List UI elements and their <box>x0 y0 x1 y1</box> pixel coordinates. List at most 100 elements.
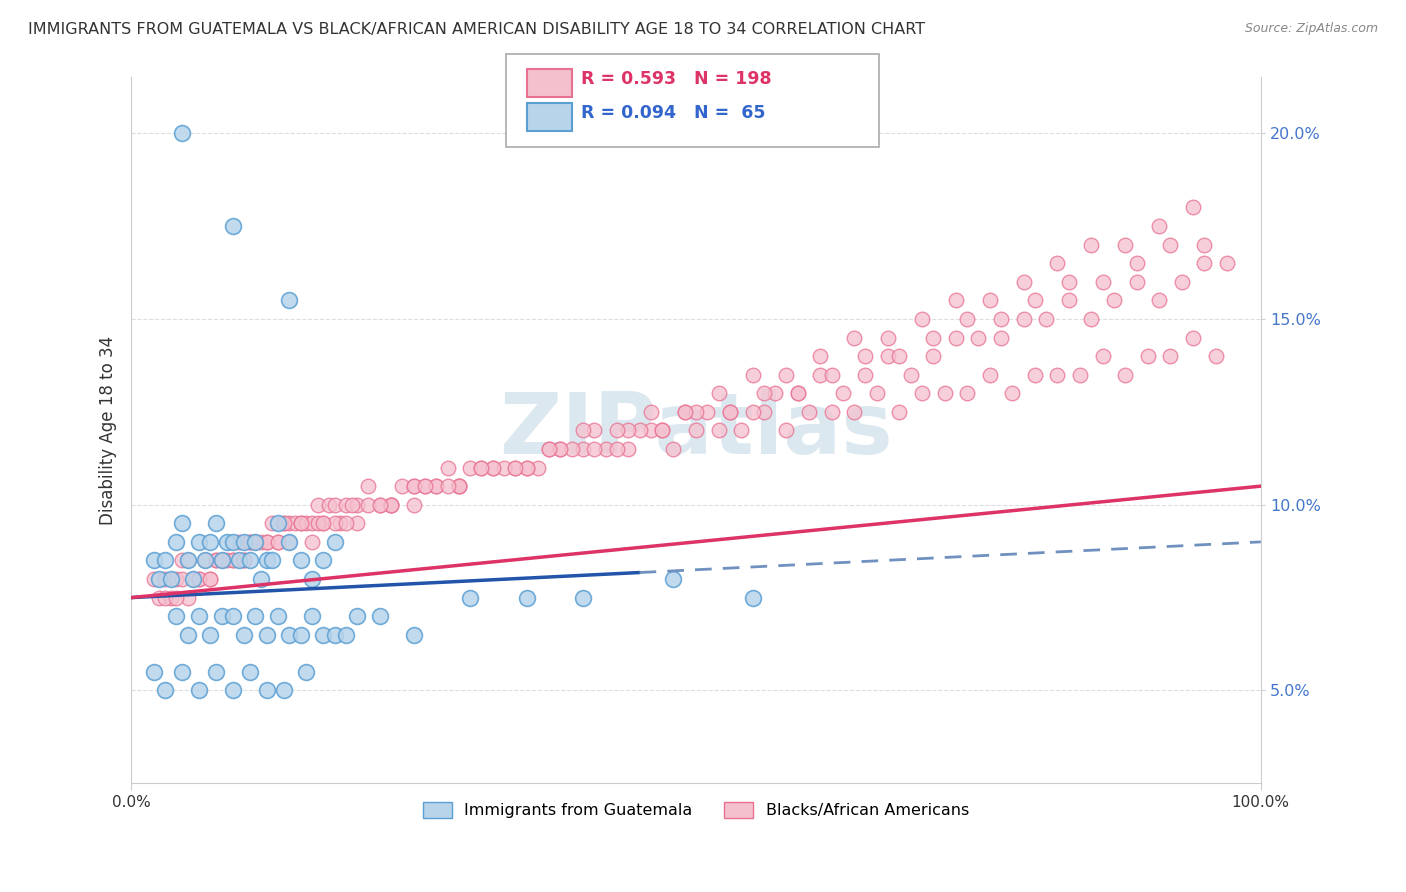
Point <box>335 498 357 512</box>
Point <box>900 368 922 382</box>
Point <box>153 683 176 698</box>
Point <box>368 498 391 512</box>
Point <box>323 628 346 642</box>
Point <box>1114 237 1136 252</box>
Point <box>256 534 278 549</box>
Point <box>934 386 956 401</box>
Point <box>707 424 730 438</box>
Point <box>267 534 290 549</box>
Point <box>357 498 380 512</box>
Point <box>696 405 718 419</box>
Point <box>685 424 707 438</box>
Point <box>1046 368 1069 382</box>
Point <box>284 516 307 531</box>
Point <box>402 479 425 493</box>
Point <box>990 312 1012 326</box>
Point <box>436 460 458 475</box>
Point <box>606 424 628 438</box>
Point <box>752 405 775 419</box>
Point <box>148 591 170 605</box>
Point <box>335 516 357 531</box>
Point <box>290 553 312 567</box>
Point <box>640 424 662 438</box>
Point <box>267 609 290 624</box>
Point <box>183 572 205 586</box>
Point <box>889 349 911 363</box>
Legend: Immigrants from Guatemala, Blacks/African Americans: Immigrants from Guatemala, Blacks/Africa… <box>416 796 976 825</box>
Point <box>250 572 273 586</box>
Point <box>222 553 245 567</box>
Point <box>222 609 245 624</box>
Point <box>911 312 934 326</box>
Point <box>538 442 561 456</box>
Point <box>368 498 391 512</box>
Point <box>262 516 284 531</box>
Point <box>628 424 651 438</box>
Point <box>458 591 481 605</box>
Point <box>470 460 492 475</box>
Point <box>301 572 323 586</box>
Point <box>877 349 900 363</box>
Point <box>239 553 262 567</box>
Point <box>211 553 233 567</box>
Point <box>205 553 228 567</box>
Point <box>1194 256 1216 270</box>
Point <box>188 609 211 624</box>
Point <box>481 460 503 475</box>
Point <box>312 516 335 531</box>
Point <box>239 665 262 679</box>
Point <box>278 534 301 549</box>
Point <box>1114 368 1136 382</box>
Point <box>273 516 295 531</box>
Point <box>956 312 979 326</box>
Point <box>1170 275 1192 289</box>
Point <box>458 460 481 475</box>
Point <box>1125 275 1147 289</box>
Point <box>368 609 391 624</box>
Point <box>177 553 200 567</box>
Point <box>470 460 492 475</box>
Point <box>527 460 550 475</box>
Point <box>267 516 290 531</box>
Point <box>262 553 284 567</box>
Point <box>413 479 436 493</box>
Point <box>447 479 470 493</box>
Point <box>256 683 278 698</box>
Point <box>606 442 628 456</box>
Point <box>741 405 763 419</box>
Point <box>775 424 797 438</box>
Point <box>1046 256 1069 270</box>
Point <box>1012 275 1035 289</box>
Point <box>662 572 685 586</box>
Point <box>273 683 295 698</box>
Point <box>1216 256 1239 270</box>
Point <box>808 368 831 382</box>
Point <box>786 386 808 401</box>
Point <box>233 628 256 642</box>
Point <box>402 479 425 493</box>
Point <box>245 609 267 624</box>
Point <box>945 330 967 344</box>
Point <box>211 609 233 624</box>
Point <box>301 534 323 549</box>
Point <box>188 683 211 698</box>
Point <box>425 479 447 493</box>
Point <box>172 665 194 679</box>
Point <box>1125 256 1147 270</box>
Point <box>877 330 900 344</box>
Point <box>741 368 763 382</box>
Point <box>572 424 595 438</box>
Point <box>402 498 425 512</box>
Point <box>763 386 786 401</box>
Point <box>651 424 673 438</box>
Point <box>222 683 245 698</box>
Text: Source: ZipAtlas.com: Source: ZipAtlas.com <box>1244 22 1378 36</box>
Point <box>889 405 911 419</box>
Point <box>153 553 176 567</box>
Point <box>194 553 217 567</box>
Point <box>205 553 228 567</box>
Point <box>200 572 222 586</box>
Point <box>1057 293 1080 308</box>
Point <box>380 498 402 512</box>
Point <box>752 386 775 401</box>
